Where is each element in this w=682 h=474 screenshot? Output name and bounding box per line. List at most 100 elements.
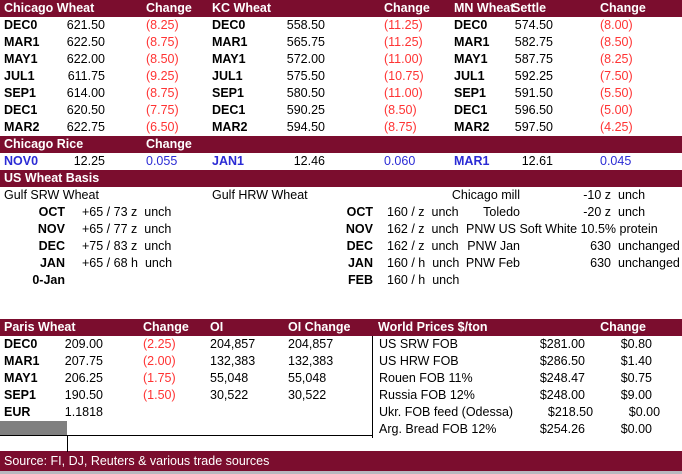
table-title: World Prices $/ton (378, 320, 488, 334)
change-value: (8.25) (146, 18, 179, 32)
basis-quote: 160 / z (387, 205, 425, 219)
month-label: NOV (345, 222, 373, 236)
basis-note: unch (144, 205, 172, 219)
world-price-row: US SRW FOB $281.00 $0.80 (373, 336, 682, 353)
change-column-header: Change (143, 320, 189, 334)
contract-label: MAR2 (212, 120, 248, 134)
change-value: $9.00 (620, 388, 652, 402)
change-value: (8.75) (146, 86, 179, 100)
futures-row: MAR2 594.50 (8.75) (212, 119, 450, 136)
futures-row: SEP1 580.50 (11.00) (212, 85, 450, 102)
basis-quote: 160 / h (387, 256, 426, 270)
settle-column-header (270, 0, 325, 17)
basis-note: unch (144, 256, 173, 270)
change-value: (5.00) (600, 103, 633, 117)
market-label: US HRW FOB (379, 354, 459, 368)
contract-label: MAY1 (212, 52, 246, 66)
contract-label: DEC1 (4, 103, 38, 117)
chicago-rice-header: Chicago Rice Change (0, 136, 682, 153)
change-value: (8.75) (384, 120, 417, 134)
contract-label: NOV0 (4, 154, 39, 168)
mn-wheat-body: DEC0 574.50 (8.00) MAR1 582.75 (8.50) MA… (454, 17, 682, 136)
chicago-rice-row: NOV0 12.25 0.055 JAN1 12.46 0.060 MAR1 1… (0, 153, 682, 170)
gulf-srw-rows: OCT +65 / 73 z unch NOV +65 / 77 z unch DE… (4, 204, 208, 289)
market-label: Arg. Bread FOB 12% (379, 422, 497, 436)
paris-wheat-rows: DEC0 209.00 (2.25) 204,857 204,857 MAR1 … (0, 336, 372, 421)
settle-price: 575.50 (286, 69, 325, 83)
price-value: $254.26 (539, 422, 585, 436)
window-edge (0, 471, 682, 474)
futures-row: MAR1 622.50 (8.75) (4, 34, 208, 51)
paris-wheat-header: Paris Wheat Change OI OI Change (0, 319, 372, 336)
change-value: (11.00) (384, 86, 423, 100)
oi-change-value: 132,383 (288, 354, 334, 368)
basis-note: unchanged (618, 239, 680, 253)
basis-value: 160 / z unch (373, 204, 459, 221)
price-value: 12.25 (73, 154, 105, 168)
contract-label: SEP1 (212, 86, 244, 100)
basis-quote: -10 z (583, 188, 611, 202)
change-value: (7.75) (146, 103, 179, 117)
change-value: (8.50) (384, 103, 417, 117)
contract-label: MAY1 (4, 371, 38, 385)
spacer-cell (505, 319, 585, 336)
contract-label: DEC0 (4, 337, 38, 351)
month-label: JAN (39, 256, 65, 270)
market-label: Russia FOB 12% (379, 388, 475, 402)
basis-row: DEC 162 / z unch (212, 238, 459, 255)
price-value: 1.1818 (64, 405, 103, 419)
change-value: (10.75) (384, 69, 424, 83)
settle-column-header: Settle (512, 1, 547, 15)
oi-change-value: 30,522 (288, 388, 327, 402)
basis-row: OCT 160 / z unch (212, 204, 459, 221)
month-label: FEB (348, 273, 373, 287)
change-value: 0.045 (600, 154, 632, 168)
basis-row: Chicago mill -10 z unch (452, 187, 682, 204)
basis-row: NOV 162 / z unch (212, 221, 459, 238)
settle-price: 620.50 (66, 103, 105, 117)
month-label: DEC (38, 239, 65, 253)
basis-value: 162 / z unch (373, 221, 459, 238)
section-title: US Wheat Basis (4, 171, 100, 185)
basis-note: unch (431, 239, 459, 253)
settle-price: 622.00 (66, 52, 105, 66)
mill-pnw-column: Chicago mill -10 z unch Toledo -20 z unch … (450, 187, 682, 289)
rice-col-3: MAR1 12.61 0.045 (450, 153, 682, 170)
oi-value: 132,383 (210, 354, 256, 368)
paris-row: MAR1 207.75 (2.00) 132,383 132,383 (0, 353, 372, 370)
basis-quote: +75 / 83 z (82, 239, 138, 253)
table-title: MN Wheat (454, 1, 515, 15)
contract-label: MAR1 (212, 35, 248, 49)
basis-note: unch (432, 256, 460, 270)
change-value: $1.40 (620, 354, 652, 368)
change-value: (8.75) (146, 35, 179, 49)
settle-price: 565.75 (286, 35, 325, 49)
change-value: (6.50) (146, 120, 179, 134)
basis-quote: 162 / z (387, 239, 425, 253)
price-value: $248.00 (539, 388, 585, 402)
basis-value: +65 / 68 h unch (65, 255, 208, 272)
contract-label: MAR2 (454, 120, 490, 134)
settle-price: 582.75 (514, 35, 553, 49)
change-value: (11.25) (384, 35, 423, 49)
us-wheat-basis-header: US Wheat Basis (0, 170, 682, 187)
location-label: PNW Feb (465, 256, 520, 270)
oi-change-value: 204,857 (288, 337, 334, 351)
basis-row: PNW Feb 630 unchanged (454, 255, 682, 272)
price-value: $248.47 (539, 371, 585, 385)
contract-label: MAR1 (454, 154, 490, 168)
gulf-hrw-rows: OCT 160 / z unch NOV 162 / z unch DEC 162 … (212, 204, 459, 289)
settle-price: 594.50 (286, 120, 325, 134)
oi-column-header: OI (210, 320, 224, 334)
basis-quote: +65 / 68 h (82, 256, 138, 270)
month-label: OCT (346, 205, 373, 219)
oi-value: 204,857 (210, 337, 256, 351)
change-value: (1.50) (143, 388, 176, 402)
paris-row: DEC0 209.00 (2.25) 204,857 204,857 (0, 336, 372, 353)
futures-row: DEC0 558.50 (11.25) (212, 17, 450, 34)
basis-row: OCT +65 / 73 z unch (4, 204, 208, 221)
contract-label: JUL1 (212, 69, 243, 83)
spacer (0, 289, 682, 319)
basis-row: NOV +65 / 77 z unch (4, 221, 208, 238)
basis-note: unch (618, 205, 646, 219)
